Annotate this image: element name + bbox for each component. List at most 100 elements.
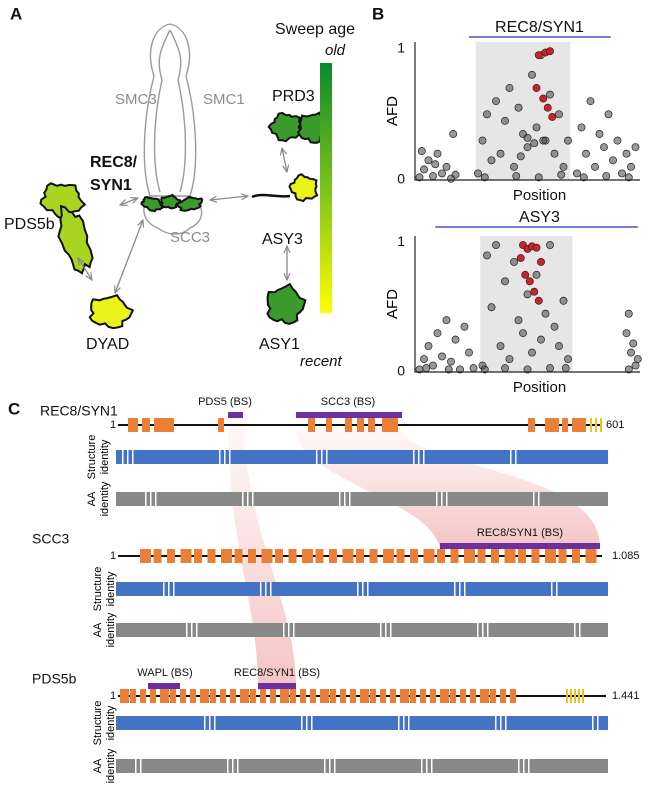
y-tick-label: 0 [397, 363, 405, 379]
domain-block [234, 549, 243, 563]
data-point [420, 355, 428, 363]
domain-block [230, 689, 236, 703]
domain-block [396, 549, 405, 563]
track-label: identity [99, 439, 111, 474]
protein-name: PDS5b [32, 671, 77, 687]
minor-block [566, 689, 568, 703]
data-point [559, 162, 568, 171]
minor-block [578, 689, 580, 703]
track-gap [367, 582, 369, 596]
domain-block [400, 689, 409, 703]
selected-point [534, 296, 543, 305]
track-gap [385, 623, 387, 637]
domain-block [545, 549, 556, 563]
binding-site-label: REC8/SYN1 (BS) [477, 527, 563, 539]
domain-block [380, 689, 386, 703]
data-point [447, 357, 455, 366]
selected-point [532, 243, 541, 252]
data-point [546, 90, 554, 99]
interaction-arrow [120, 198, 138, 205]
track-gap [418, 450, 420, 464]
data-point [633, 355, 642, 363]
protein-shape [251, 193, 291, 199]
domain-block [260, 689, 266, 703]
data-point [577, 123, 586, 132]
data-point [579, 173, 588, 182]
domain-block [350, 689, 356, 703]
data-point [431, 160, 440, 169]
data-point [480, 365, 489, 374]
track-label: identity [105, 612, 117, 647]
domain-block [240, 689, 249, 703]
data-point [550, 149, 559, 158]
track-gap [380, 623, 382, 637]
sequence-start: 1 [110, 690, 116, 702]
data-point [629, 339, 638, 348]
domain-block [150, 689, 156, 703]
minor-block [590, 418, 592, 432]
data-point [496, 149, 505, 158]
selected-point [548, 112, 557, 121]
binding-site-label: REC8/SYN1 (BS) [234, 667, 320, 679]
track-gap [421, 759, 423, 773]
data-point [604, 110, 613, 119]
protein-label: ASY3 [262, 231, 303, 248]
track-gap [306, 716, 308, 730]
panel-label: A [10, 4, 22, 23]
track-gap [311, 716, 313, 730]
data-point [559, 296, 568, 305]
data-point [624, 309, 633, 318]
protein-name: REC8/SYN1 [40, 403, 118, 419]
domain-block [504, 549, 516, 563]
track-gap [242, 492, 244, 506]
domain-block [170, 689, 176, 703]
domain-block [545, 418, 559, 432]
track-gap [413, 450, 415, 464]
track-gap [459, 582, 461, 596]
track-gap [487, 623, 489, 637]
track-gap [556, 582, 558, 596]
track-gap [288, 623, 290, 637]
data-point [483, 110, 491, 119]
data-point [514, 316, 523, 325]
data-point [424, 342, 433, 351]
track-gap [398, 716, 400, 730]
domain-block [390, 689, 396, 703]
data-point [586, 97, 595, 106]
data-point [609, 156, 617, 165]
track-gap [191, 623, 193, 637]
track-gap [224, 450, 226, 464]
track-gap [495, 716, 497, 730]
data-point [631, 361, 640, 370]
plot-title: REC8/SYN1 [495, 19, 584, 36]
domain-block [477, 549, 486, 563]
track-gap [326, 450, 328, 464]
domain-block [518, 549, 526, 563]
domain-block [248, 549, 256, 563]
domain-block [356, 549, 364, 563]
track-gap [426, 759, 428, 773]
minor-block [600, 418, 602, 432]
data-point [492, 97, 500, 106]
track-gap [145, 492, 147, 506]
data-point [433, 149, 442, 158]
data-point [516, 152, 525, 161]
track-label: Structure [86, 435, 98, 480]
data-point [429, 361, 437, 370]
data-point [528, 70, 536, 79]
track-label: AA [92, 758, 104, 773]
track-gap [227, 759, 229, 773]
domain-block [382, 418, 398, 432]
selected-point [525, 277, 534, 286]
selected-point [516, 254, 525, 262]
track-gap [500, 716, 502, 730]
track-gap [127, 450, 129, 464]
track-gap [265, 582, 267, 596]
domain-block [315, 549, 324, 563]
data-point [624, 173, 633, 182]
data-point [480, 173, 489, 182]
track-gap [283, 623, 285, 637]
data-point [429, 172, 437, 181]
domain-block [308, 418, 315, 432]
track-gap [431, 759, 433, 773]
